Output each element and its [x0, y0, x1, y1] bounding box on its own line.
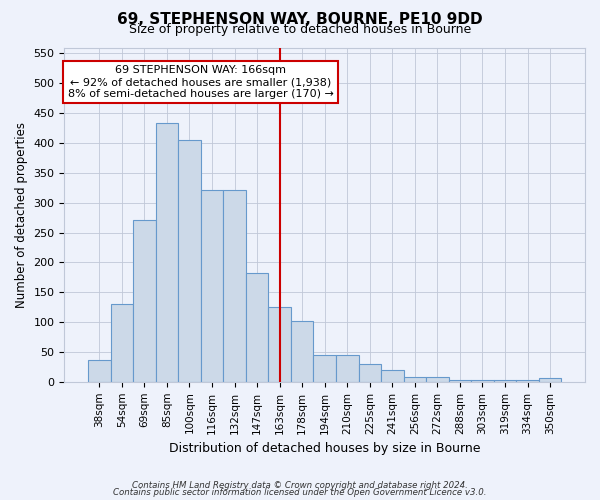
Bar — [336, 355, 359, 382]
Text: Contains HM Land Registry data © Crown copyright and database right 2024.: Contains HM Land Registry data © Crown c… — [132, 480, 468, 490]
Bar — [381, 370, 404, 382]
Bar — [110, 304, 133, 382]
Bar — [359, 364, 381, 382]
Bar — [201, 190, 223, 382]
Bar — [223, 190, 246, 382]
Bar — [268, 307, 291, 382]
Bar — [426, 377, 449, 382]
Bar — [178, 140, 201, 382]
Text: 69 STEPHENSON WAY: 166sqm
← 92% of detached houses are smaller (1,938)
8% of sem: 69 STEPHENSON WAY: 166sqm ← 92% of detac… — [68, 66, 334, 98]
Bar — [88, 360, 110, 382]
Bar — [133, 220, 155, 382]
Bar — [494, 380, 516, 382]
Text: Contains public sector information licensed under the Open Government Licence v3: Contains public sector information licen… — [113, 488, 487, 497]
Y-axis label: Number of detached properties: Number of detached properties — [15, 122, 28, 308]
Bar — [404, 377, 426, 382]
Bar — [246, 273, 268, 382]
Text: 69, STEPHENSON WAY, BOURNE, PE10 9DD: 69, STEPHENSON WAY, BOURNE, PE10 9DD — [117, 12, 483, 28]
Bar — [516, 380, 539, 382]
X-axis label: Distribution of detached houses by size in Bourne: Distribution of detached houses by size … — [169, 442, 481, 455]
Bar — [471, 380, 494, 382]
Bar — [449, 380, 471, 382]
Bar — [291, 321, 313, 382]
Bar — [155, 122, 178, 382]
Text: Size of property relative to detached houses in Bourne: Size of property relative to detached ho… — [129, 24, 471, 36]
Bar — [539, 378, 562, 382]
Bar — [313, 355, 336, 382]
